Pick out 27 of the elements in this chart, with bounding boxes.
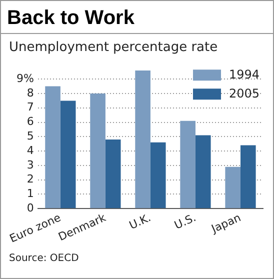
bar: [240, 145, 256, 208]
y-tick-label: 5: [26, 130, 34, 143]
y-tick-label: 2: [26, 172, 34, 186]
legend-label: 2005: [229, 86, 260, 101]
x-tick-label: U.S.: [172, 211, 198, 232]
y-tick-label: 7: [26, 100, 34, 114]
y-tick-label: 3: [26, 158, 34, 172]
y-tick-label: 8: [26, 86, 34, 100]
y-tick-label: 6: [26, 115, 34, 128]
y-tick-label: 1: [26, 187, 34, 200]
bar: [195, 135, 211, 208]
bar: [105, 140, 121, 208]
bar: [60, 100, 76, 208]
chart-title: Back to Work: [1, 1, 273, 34]
bar: [45, 86, 60, 208]
bar: [180, 120, 196, 208]
y-tick-label: 4: [26, 144, 34, 157]
bar: [225, 166, 240, 208]
legend-label: 1994: [229, 68, 260, 82]
chart-subtitle: Unemployment percentage rate: [8, 39, 219, 55]
source-note: Source: OECD: [8, 252, 80, 264]
y-tick-label: 0: [26, 201, 34, 214]
x-tick-label: U.K.: [127, 211, 153, 232]
bar: [150, 142, 166, 208]
y-tick-label: 9%: [16, 72, 34, 85]
bar: [90, 94, 106, 208]
bar: [135, 70, 150, 208]
